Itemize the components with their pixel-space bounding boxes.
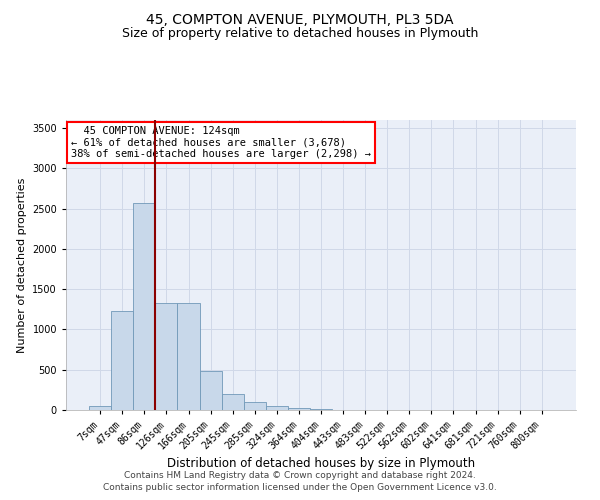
Bar — [310, 409, 332, 410]
Bar — [221, 394, 244, 410]
Bar — [178, 303, 200, 410]
Bar — [133, 203, 155, 410]
Bar — [200, 370, 221, 410]
Text: 45, COMPTON AVENUE, PLYMOUTH, PL3 5DA: 45, COMPTON AVENUE, PLYMOUTH, PL3 5DA — [146, 12, 454, 26]
Bar — [288, 408, 310, 410]
Y-axis label: Number of detached properties: Number of detached properties — [17, 178, 26, 352]
Text: Contains HM Land Registry data © Crown copyright and database right 2024.
Contai: Contains HM Land Registry data © Crown c… — [103, 471, 497, 492]
Bar — [89, 406, 111, 410]
Bar — [244, 402, 266, 410]
Bar — [111, 311, 133, 410]
Text: 45 COMPTON AVENUE: 124sqm
← 61% of detached houses are smaller (3,678)
38% of se: 45 COMPTON AVENUE: 124sqm ← 61% of detac… — [71, 126, 371, 159]
Text: Size of property relative to detached houses in Plymouth: Size of property relative to detached ho… — [122, 28, 478, 40]
X-axis label: Distribution of detached houses by size in Plymouth: Distribution of detached houses by size … — [167, 456, 475, 469]
Bar — [266, 406, 288, 410]
Bar — [155, 303, 178, 410]
